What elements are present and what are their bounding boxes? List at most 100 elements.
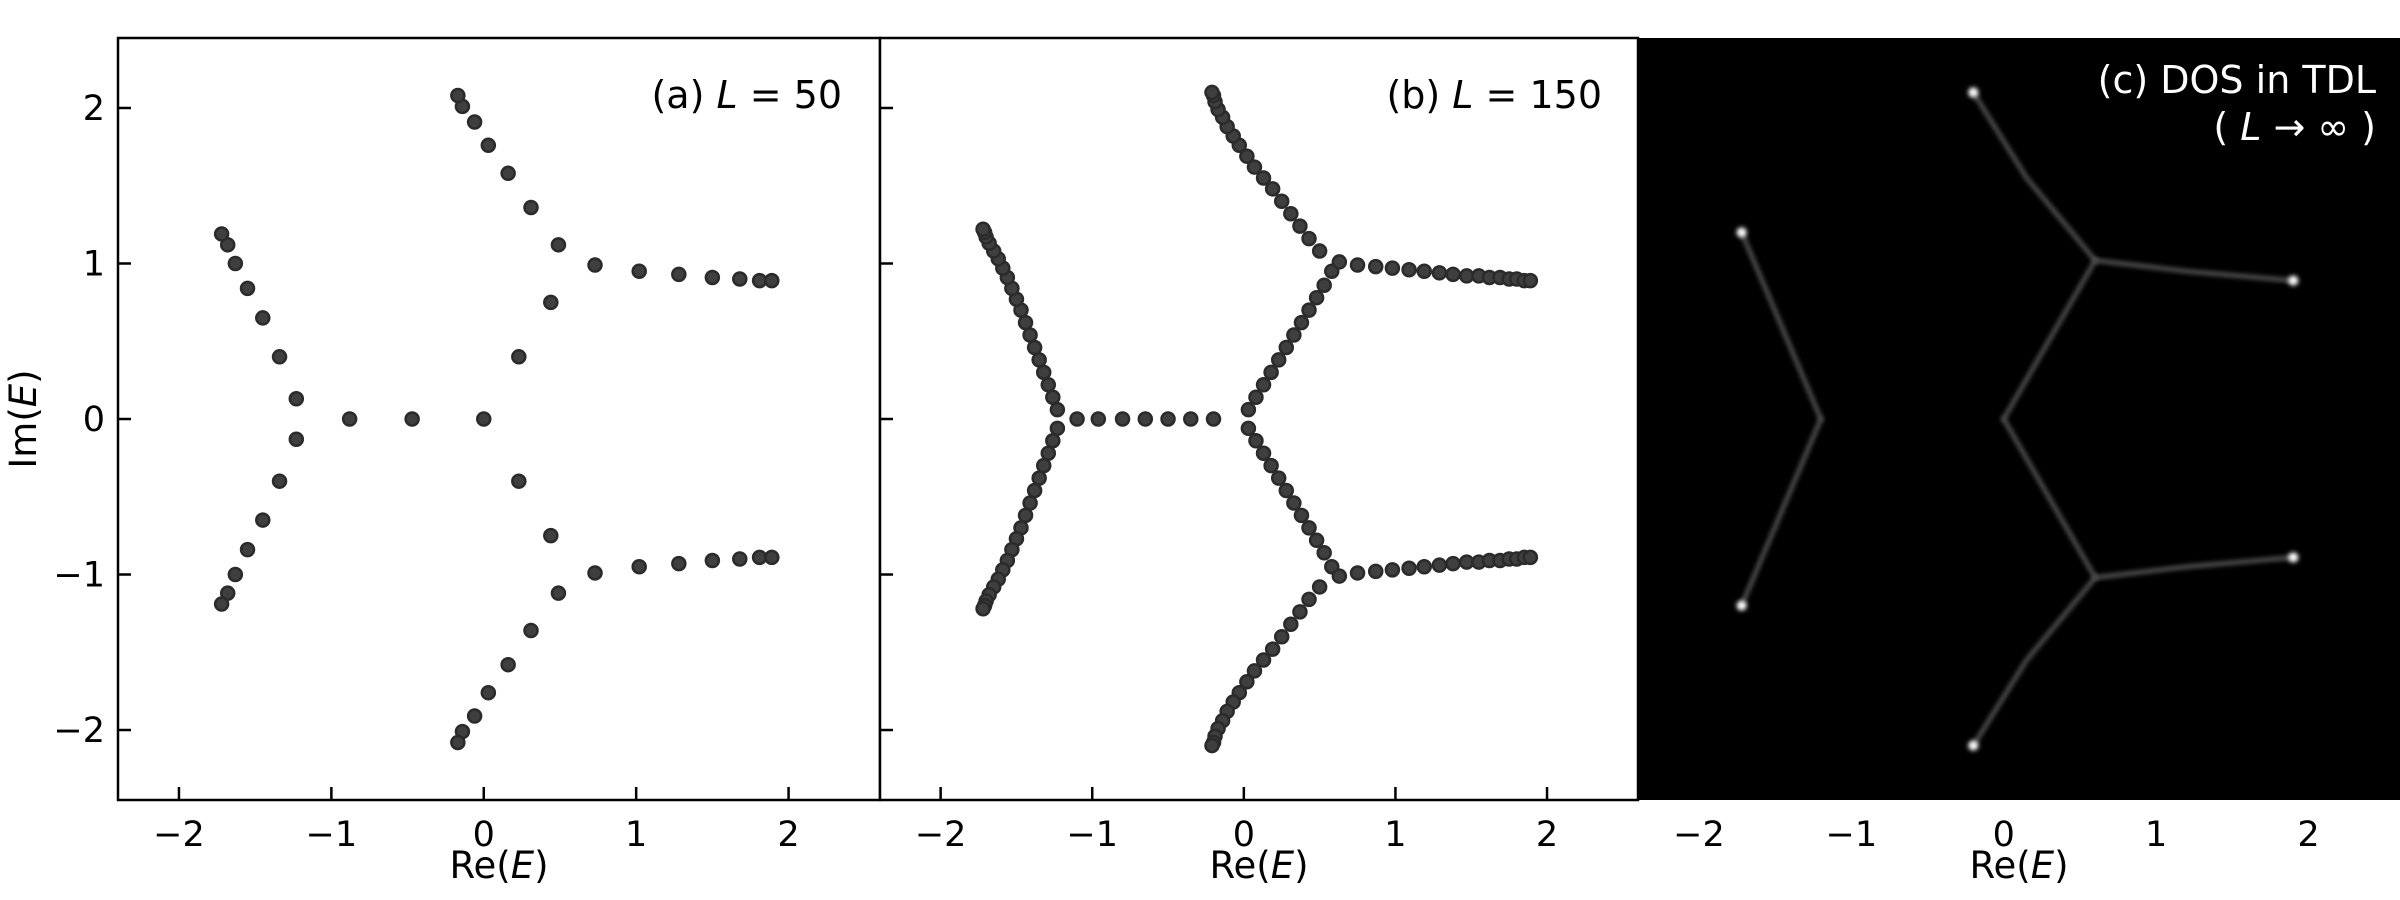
data-point — [1308, 289, 1325, 306]
data-point — [1331, 254, 1348, 270]
data-point — [511, 349, 527, 365]
panel-a-title: (a) L = 50 — [651, 73, 842, 117]
data-point — [480, 684, 497, 701]
panel-a-points — [213, 87, 780, 751]
data-point — [1246, 663, 1263, 679]
data-point — [1301, 520, 1317, 536]
panel-c-title-part: → ∞ ) — [2261, 105, 2376, 149]
panel-c: −2 −1 0 1 2 (c) DOS in TDL ( L → ∞ ) Re(E) — [1638, 38, 2400, 887]
data-point — [732, 271, 748, 287]
data-point — [1239, 674, 1255, 690]
panel-b-title-part: (b) — [1386, 73, 1452, 117]
x-axis-label-variable: E — [511, 844, 535, 887]
dos-branch — [1970, 575, 2098, 749]
data-point — [480, 137, 497, 154]
data-point — [1384, 562, 1401, 578]
data-point — [227, 255, 244, 272]
dos-branch — [1970, 89, 2098, 263]
x-axis-label-part: ) — [1294, 844, 1308, 887]
data-point — [1049, 420, 1066, 437]
data-point — [1246, 159, 1263, 175]
data-point — [1283, 205, 1299, 222]
x-axis-label-part: ) — [534, 844, 548, 887]
data-point — [1293, 314, 1310, 331]
data-point — [1416, 263, 1432, 280]
data-point — [1017, 507, 1034, 524]
x-axis-label-part: Re( — [449, 844, 510, 887]
dos-bright-endpoint — [1736, 227, 1747, 238]
x-tick-label: 1 — [2145, 815, 2167, 855]
data-point — [1204, 84, 1220, 101]
x-axis-label-part: Re( — [1209, 844, 1270, 887]
data-point — [704, 269, 721, 286]
data-point — [1286, 495, 1302, 511]
dos-branch — [1739, 229, 1824, 422]
x-tick-label: 1 — [1384, 815, 1406, 855]
data-point — [476, 411, 492, 427]
data-point — [1522, 549, 1539, 566]
x-tick-label: −2 — [1673, 815, 1725, 855]
panel-b-title: (b) L = 150 — [1386, 73, 1602, 117]
panel-b-points — [975, 84, 1539, 754]
data-point — [1301, 591, 1317, 608]
panel-a-ticks: −2 −1 0 1 2 −2 −1 0 1 2 — [53, 89, 799, 855]
panel-a-title-part: (a) — [651, 73, 716, 117]
data-point — [1040, 445, 1057, 461]
data-point — [1045, 389, 1061, 405]
data-point — [1255, 377, 1272, 393]
panel-c-heatmap-background — [1638, 38, 2400, 800]
data-point — [1137, 411, 1154, 427]
data-point — [511, 473, 527, 489]
data-point — [1026, 482, 1043, 499]
data-point — [671, 555, 687, 572]
x-axis-label-variable: E — [1271, 844, 1295, 887]
data-point — [1522, 272, 1539, 289]
panel-c-title-part: ( — [2213, 105, 2240, 149]
data-point — [1263, 364, 1279, 381]
data-point — [1035, 364, 1052, 381]
data-point — [1049, 401, 1066, 418]
data-point — [704, 552, 721, 569]
dos-bright-endpoint — [1736, 600, 1747, 611]
panel-c-title-part: (c) DOS in TDL — [2098, 58, 2376, 102]
y-axis-label-part: Im( — [2, 407, 45, 468]
data-point — [450, 734, 466, 751]
data-point — [271, 349, 288, 365]
data-point — [213, 596, 230, 612]
dos-branch — [2001, 257, 2098, 422]
x-axis-label-part: ) — [2054, 844, 2068, 887]
panel-c-heatmap — [1736, 87, 2299, 751]
x-tick-label: −1 — [306, 815, 358, 855]
data-point — [255, 512, 271, 528]
data-point — [975, 221, 991, 238]
data-point — [1311, 243, 1328, 259]
data-point — [1286, 327, 1302, 343]
data-point — [466, 114, 483, 130]
data-point — [764, 549, 780, 566]
data-point — [1114, 411, 1131, 427]
x-tick-label: 1 — [625, 815, 647, 855]
data-point — [1026, 339, 1043, 356]
y-axis-label-part: ) — [2, 369, 45, 383]
data-point — [500, 165, 516, 182]
y-axis-label: Im(E) — [2, 369, 45, 468]
panel-a-title-variable: L — [716, 73, 737, 117]
panel-c-title-line-2: ( L → ∞ ) — [2213, 105, 2376, 149]
dos-bright-endpoint — [2288, 275, 2299, 286]
data-point — [255, 310, 271, 326]
data-point — [1255, 652, 1272, 668]
data-point — [975, 600, 991, 617]
data-point — [1292, 218, 1308, 234]
data-point — [1240, 420, 1257, 437]
panel-b: −2 −1 0 1 2 (b) L = 150 Re(E) — [878, 36, 1640, 887]
data-point — [631, 263, 647, 280]
data-point — [1017, 314, 1034, 331]
data-point — [1308, 532, 1325, 549]
panel-a-x-axis-label: Re(E) — [449, 844, 548, 887]
data-point — [1040, 377, 1057, 393]
data-point — [1367, 563, 1384, 580]
data-point — [1035, 457, 1052, 474]
x-axis-label-variable: E — [2031, 844, 2055, 887]
dos-branch — [2092, 554, 2296, 581]
